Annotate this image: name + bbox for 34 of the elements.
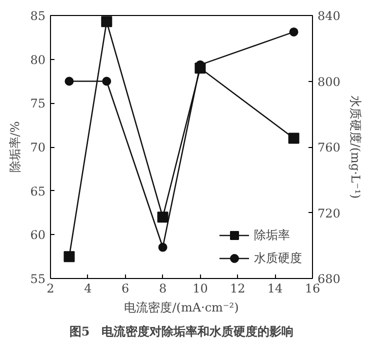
point (102, 76, 112, 86)
y-tick-label: 55 (30, 272, 46, 286)
y2-axis-title: 水质硬度/(mg·L⁻¹) (348, 95, 362, 199)
x-tick-label: 10 (192, 282, 208, 296)
point (289, 27, 298, 36)
x-tick-label: 12 (230, 282, 246, 296)
point (64, 76, 74, 86)
y-tick-label: 60 (30, 228, 46, 242)
y-tick-label: 75 (30, 96, 46, 111)
x-axis-title: 电流密度/(mA·cm⁻²) (124, 300, 239, 314)
x-tick-label: 2 (46, 282, 54, 296)
x-tick-label: 4 (84, 282, 92, 296)
x-tick-label: 14 (267, 282, 284, 296)
y-tick-label: 65 (30, 184, 46, 198)
y-axis-title: 除垢率/% (8, 121, 22, 173)
point (101, 16, 112, 28)
y-tick-label: 85 (30, 9, 46, 23)
text: 图5 电流密度对除垢率和水质硬度的影响 (69, 324, 294, 338)
y2-tick-label: 760 (318, 140, 340, 154)
x-tick-label: 16 (304, 282, 320, 296)
y2-tick-label: 680 (318, 272, 340, 286)
legend-label: 除垢率 (254, 226, 290, 244)
y-tick-label: 80 (30, 52, 46, 67)
y2-tick-label: 720 (318, 206, 340, 220)
y-tick-label: 70 (30, 140, 46, 154)
legend-label: 水质硬度 (254, 250, 302, 266)
point (157, 212, 168, 223)
point (64, 251, 75, 262)
y2-tick-label: 800 (318, 74, 340, 89)
point (158, 242, 168, 252)
x-tick-label: 8 (158, 282, 167, 296)
point (288, 132, 300, 144)
y2-tick-label: 840 (318, 9, 340, 23)
x-tick-label: 6 (122, 282, 130, 296)
